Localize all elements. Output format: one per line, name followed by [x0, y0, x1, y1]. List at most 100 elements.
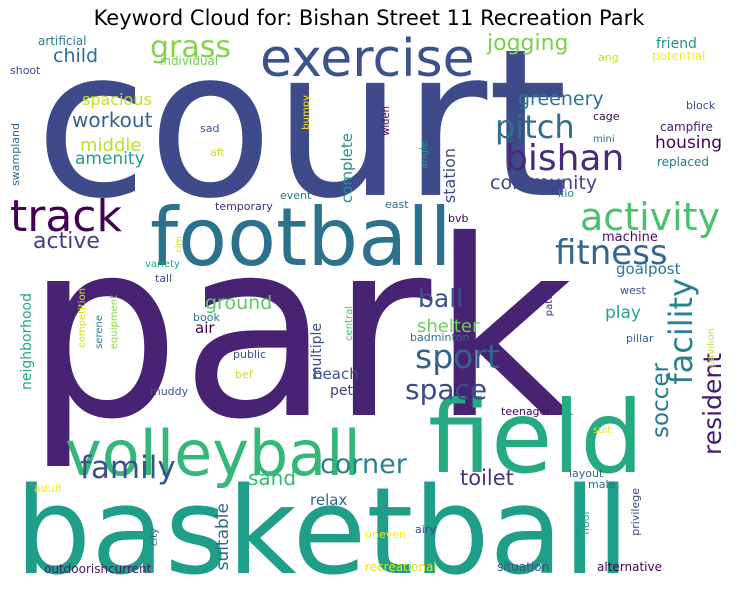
- word-sad: sad: [200, 122, 220, 135]
- word-ball: ball: [418, 284, 464, 313]
- word-grass: grass: [150, 30, 232, 65]
- word-park: park: [25, 188, 574, 473]
- word-ground: ground: [205, 292, 273, 314]
- word-relax: relax: [310, 491, 348, 509]
- word-bvb: bvb: [448, 212, 469, 225]
- word-campfire: campfire: [660, 120, 713, 134]
- word-jogging: jogging: [487, 31, 569, 56]
- word-pet: pet: [330, 383, 353, 399]
- word-shoot: shoot: [10, 64, 41, 77]
- word-adult: adult: [34, 482, 63, 495]
- word-pitch: pitch: [495, 108, 575, 146]
- word-book: book: [193, 311, 220, 324]
- word-teenager: teenager: [501, 405, 551, 418]
- word-housing: housing: [655, 133, 723, 153]
- word-kio: kio: [558, 187, 575, 200]
- word-swampland: swampland: [9, 123, 22, 186]
- word-suitable: suitable: [213, 503, 233, 571]
- word-east: east: [385, 198, 409, 211]
- word-bumpy: bumpy: [301, 95, 312, 130]
- word-layout: layout: [569, 467, 604, 480]
- word-track: track: [10, 191, 122, 242]
- word-play: play: [605, 303, 641, 323]
- word-corner: corner: [320, 449, 407, 480]
- word-cage: cage: [593, 110, 620, 123]
- word-aft: aft: [210, 146, 225, 159]
- word-workout: workout: [72, 108, 153, 132]
- word-family: family: [80, 450, 176, 486]
- word-active: active: [33, 229, 100, 254]
- word-field: field: [428, 379, 644, 496]
- word-amenity: amenity: [75, 149, 145, 169]
- word-angle: angle: [419, 141, 430, 169]
- word-alternative: alternative: [597, 560, 662, 574]
- word-west: west: [620, 284, 646, 297]
- word-patch: patch: [544, 288, 555, 317]
- word-public: public: [233, 348, 267, 361]
- word-muddy: muddy: [150, 385, 189, 398]
- word-equipment: equipment: [109, 295, 120, 350]
- word-airy: airy: [415, 523, 436, 536]
- word-bishan: bishan: [505, 138, 625, 179]
- word-spacious: spacious: [82, 90, 152, 109]
- word-child: child: [53, 45, 99, 67]
- word-machine: machine: [602, 230, 658, 245]
- word-male: male: [588, 478, 616, 491]
- word-privilege: privilege: [629, 488, 642, 536]
- word-fitness: fitness: [555, 233, 668, 273]
- word-badminton: badminton: [410, 331, 470, 344]
- word-floor: floor: [579, 510, 592, 535]
- word-neighborhood: neighborhood: [19, 293, 35, 390]
- word-complete: complete: [338, 133, 356, 204]
- word-event: event: [280, 189, 312, 202]
- word-resident: resident: [698, 353, 727, 455]
- word-greenery: greenery: [518, 88, 604, 110]
- word-pavilion: pavilion: [706, 328, 717, 368]
- word-block: block: [686, 99, 716, 112]
- word-pillar: pillar: [626, 332, 654, 345]
- word-city: city: [149, 528, 160, 547]
- word-volleyball: volleyball: [65, 417, 361, 490]
- word-recreational: recreational: [365, 560, 437, 574]
- word-shelter: shelter: [417, 316, 480, 337]
- word-rim: rim: [174, 236, 185, 253]
- word-suit: suit: [593, 425, 612, 436]
- word-air: air: [195, 319, 215, 337]
- word-middle: middle: [80, 135, 142, 156]
- word-bef: bef: [235, 368, 253, 381]
- chart-title: Keyword Cloud for: Bishan Street 11 Recr…: [93, 6, 645, 30]
- word-individual: individual: [160, 54, 219, 68]
- word-friend: friend: [656, 36, 697, 52]
- word-mini: mini: [593, 134, 615, 145]
- word-temporary: temporary: [215, 200, 273, 213]
- word-tall: tall: [155, 272, 173, 285]
- word-potential: potential: [652, 49, 706, 63]
- word-ang: ang: [598, 51, 619, 64]
- word-multiple: multiple: [309, 323, 325, 381]
- word-sand: sand: [248, 466, 297, 490]
- word-space: space: [405, 373, 488, 406]
- word-widen: widen: [381, 106, 392, 136]
- word-variety: variety: [145, 259, 180, 270]
- word-basketball: basketball: [15, 463, 630, 602]
- word-football: football: [150, 191, 452, 284]
- word-competition: competition: [77, 288, 88, 348]
- word-toilet: toilet: [460, 466, 514, 490]
- word-outdoorishcurrent: outdoorishcurrent: [44, 562, 152, 576]
- word-activity: activity: [580, 195, 721, 239]
- word-court: court: [35, 6, 568, 244]
- word-soccer: soccer: [648, 363, 674, 438]
- word-artificial: artificial: [38, 34, 87, 48]
- word-exercise: exercise: [260, 29, 475, 89]
- word-cloud: court park basketball field volleyball footba…: [9, 23, 728, 593]
- word-station: station: [440, 148, 459, 204]
- word-goalpost: goalpost: [616, 260, 681, 278]
- word-beach: beach: [313, 365, 359, 383]
- word-central: central: [344, 306, 355, 341]
- word-uneven: uneven: [365, 528, 406, 541]
- word-serene: serene: [94, 315, 105, 349]
- word-situation: situation: [497, 560, 550, 574]
- word-sport: sport: [415, 337, 500, 376]
- word-community: community: [490, 172, 598, 194]
- word-replaced: replaced: [657, 155, 709, 169]
